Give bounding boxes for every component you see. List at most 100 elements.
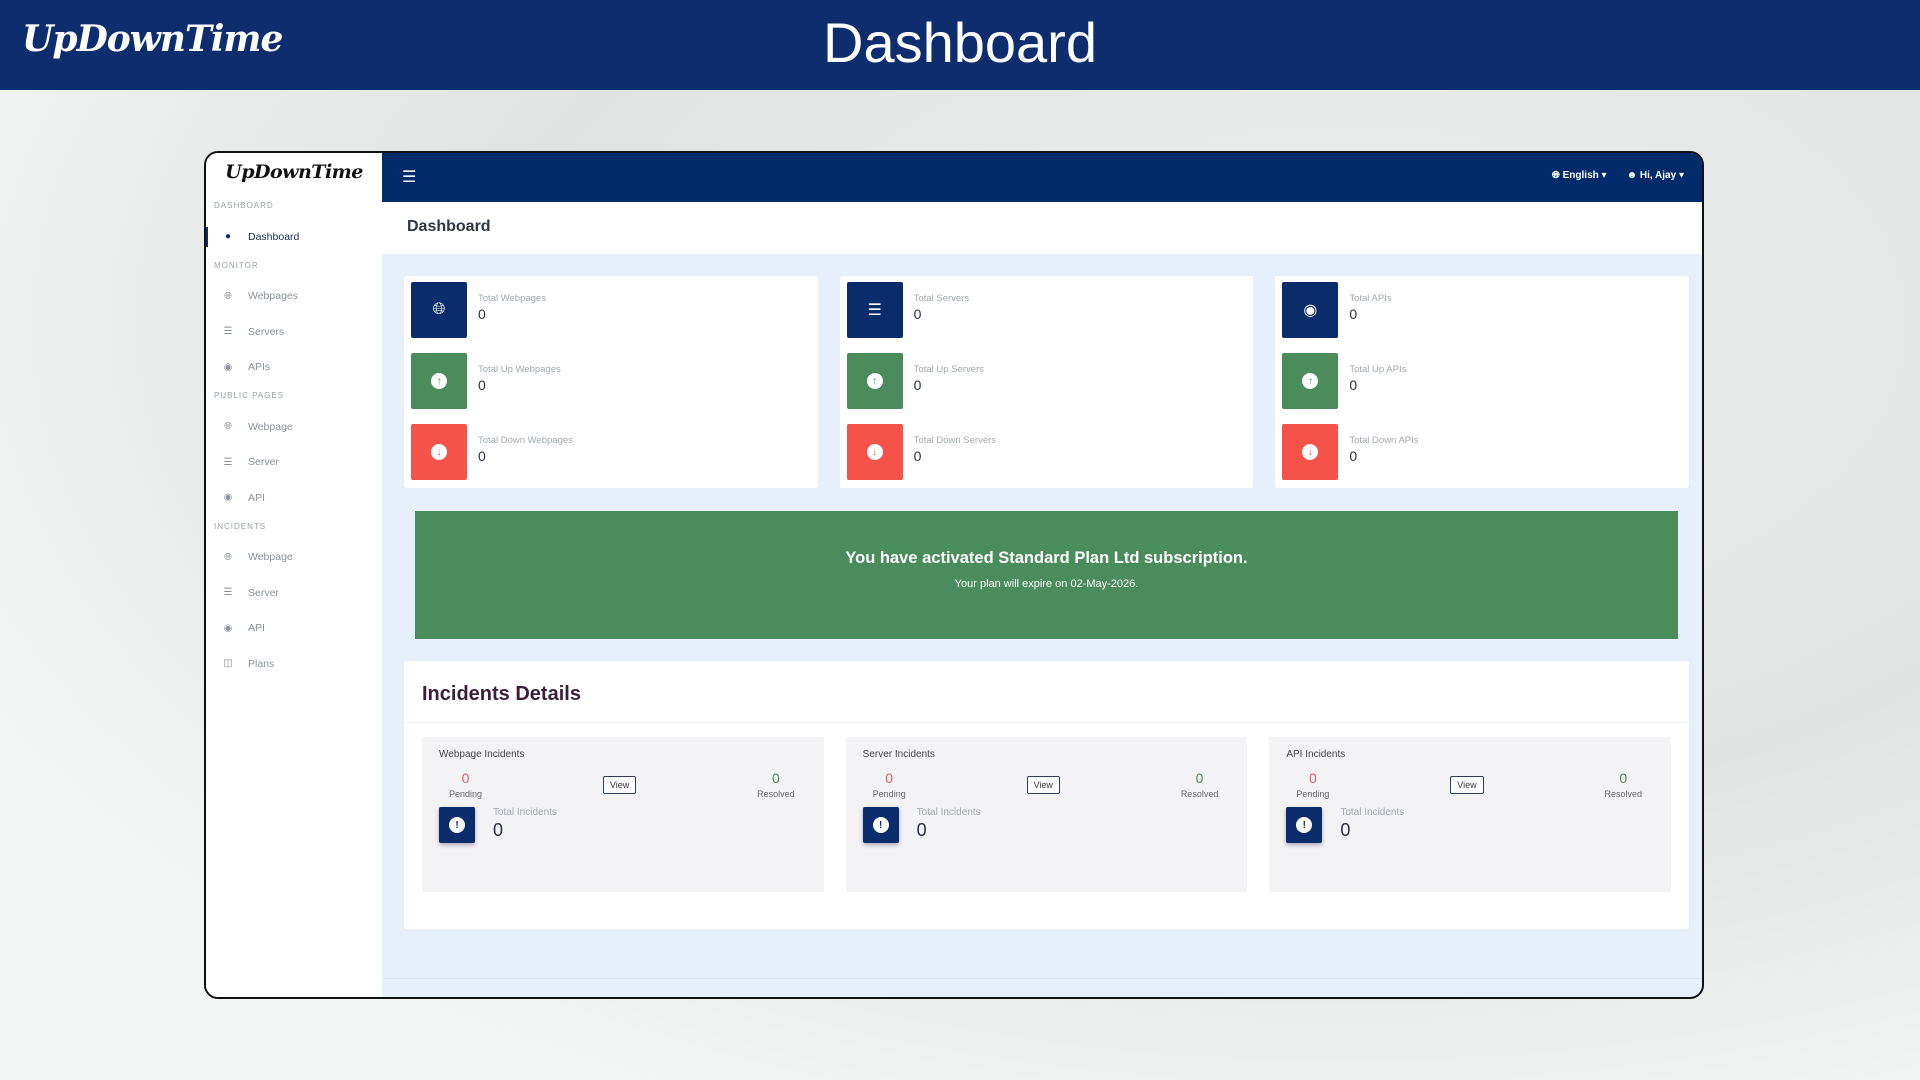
stat-row: ↑ Total Up Webpages 0 <box>411 353 811 424</box>
banner-logo: UpDownTime <box>22 18 283 60</box>
incidents-panel: Incidents Details Webpage Incidents 0 Pen… <box>404 661 1689 929</box>
sidebar-item-incident-server[interactable]: ☰ Server <box>206 575 382 611</box>
server-incidents-card: Server Incidents 0 Pending View 0 Resolved !… <box>845 737 1248 892</box>
page-title: Dashboard <box>382 202 1702 254</box>
stat-label: Total Up APIs <box>1349 364 1407 375</box>
sidebar-item-incident-webpage[interactable]: 🌐︎ Webpage <box>206 540 382 576</box>
apis-stats-card: ◉ Total APIs 0 ↑ Total Up APIs 0 ↓ Total Down… <box>1275 276 1690 488</box>
alert-icon: ! <box>439 807 475 843</box>
total-incidents-value: 0 <box>916 820 927 840</box>
alert-icon: ! <box>862 807 899 843</box>
resolved-count: 0 <box>772 770 780 786</box>
app-window: UpDownTime DASHBOARD ● Dashboard MONITOR … <box>204 151 1704 999</box>
sidebar-item-webpages[interactable]: 🌐︎ Webpages <box>206 279 382 315</box>
subscription-title: You have activated Standard Plan Ltd sub… <box>845 549 1248 567</box>
stat-label: Total Up Servers <box>913 364 984 375</box>
pending-label: Pending <box>872 789 906 799</box>
sidebar-item-label: Server <box>248 456 279 469</box>
sidebar-item-servers[interactable]: ☰ Servers <box>206 314 382 350</box>
pending-label: Pending <box>1296 789 1330 799</box>
sidebar-item-public-server[interactable]: ☰ Server <box>206 445 382 481</box>
sidebar-item-apis[interactable]: ◉ APIs <box>206 350 382 386</box>
top-banner: UpDownTime Dashboard <box>0 0 1920 90</box>
stat-value: 0 <box>913 377 922 393</box>
caret-down-icon: ▾ <box>1678 170 1684 181</box>
api-icon: ◉ <box>223 492 233 504</box>
stat-row: ↑ Total Up APIs 0 <box>1282 353 1682 424</box>
sidebar-item-incident-api[interactable]: ◉ API <box>206 611 382 647</box>
sidebar-item-label: Servers <box>248 325 285 338</box>
globe-icon: 🌐︎ <box>1551 170 1560 181</box>
language-dropdown[interactable]: 🌐︎ English ▾ <box>1552 170 1607 181</box>
stat-row: ↓ Total Down APIs 0 <box>1282 424 1682 495</box>
banner-title: Dashboard <box>823 11 1097 74</box>
sidebar-item-label: Webpages <box>248 290 299 303</box>
app-logo[interactable]: UpDownTime <box>225 161 363 183</box>
alert-icon: ! <box>1286 807 1323 843</box>
api-icon: ◉ <box>223 622 233 634</box>
stat-row: ☰ Total Servers 0 <box>846 282 1247 353</box>
stat-value: 0 <box>1349 448 1358 464</box>
incident-card-title: API Incidents <box>1286 749 1346 760</box>
view-button[interactable]: View <box>1450 775 1484 794</box>
globe-icon: 🌐︎ <box>224 551 232 563</box>
sidebar-item-public-api[interactable]: ◉ API <box>206 480 382 516</box>
api-icon: ◉ <box>223 361 233 373</box>
pending-count: 0 <box>1308 770 1317 786</box>
sidebar-item-plans[interactable]: ◫ Plans <box>206 646 382 682</box>
caret-down-icon: ▾ <box>1601 170 1607 181</box>
view-button[interactable]: View <box>602 775 637 794</box>
stat-value: 0 <box>478 448 486 464</box>
server-icon: ☰ <box>223 326 233 338</box>
sidebar-item-label: Webpage <box>248 551 293 564</box>
arrow-down-icon: ↓ <box>1282 424 1339 480</box>
sidebar-item-label: Server <box>248 586 279 599</box>
arrow-down-icon: ↓ <box>411 424 467 480</box>
user-dropdown[interactable]: ☻ Hi, Ajay ▾ <box>1627 170 1684 181</box>
sidebar-item-label: API <box>248 622 265 635</box>
webpage-incidents-card: Webpage Incidents 0 Pending View 0 Resolved … <box>422 737 824 892</box>
subscription-expiry: Your plan will expire on 02-May-2026. <box>954 578 1139 590</box>
stat-label: Total Down Webpages <box>478 435 573 446</box>
stat-value: 0 <box>1349 377 1358 393</box>
sidebar-section-incidents: INCIDENTS <box>214 521 267 531</box>
menu-toggle-icon[interactable]: ☰ <box>402 169 417 186</box>
sidebar-section-dashboard: DASHBOARD <box>214 201 274 210</box>
subscription-banner: You have activated Standard Plan Ltd sub… <box>415 511 1678 639</box>
incident-card-title: Server Incidents <box>862 749 935 760</box>
sidebar-item-dashboard[interactable]: ● Dashboard <box>206 219 382 255</box>
stats-section: 🌐︎ Total Webpages 0 ↑ Total Up Webpages 0 ↓ T… <box>404 276 1690 488</box>
resolved-label: Resolved <box>757 789 795 799</box>
incidents-title: Incidents Details <box>404 661 1689 723</box>
sidebar-section-public-pages: PUBLIC PAGES <box>214 391 285 400</box>
stat-row: ↓ Total Down Webpages 0 <box>411 424 811 495</box>
total-incidents-label: Total Incidents <box>493 807 557 818</box>
top-navbar: ☰ 🌐︎ English ▾ ☻ Hi, Ajay ▾ <box>382 153 1702 202</box>
globe-icon: 🌐︎ <box>224 421 232 433</box>
sidebar-item-label: APIs <box>248 361 271 374</box>
server-icon: ☰ <box>846 282 903 338</box>
api-icon: ◉ <box>1282 282 1339 338</box>
stat-row: 🌐︎ Total Webpages 0 <box>411 282 811 353</box>
sidebar-item-public-webpage[interactable]: 🌐︎ Webpage <box>206 409 382 445</box>
arrow-down-icon: ↓ <box>846 424 903 480</box>
stat-value: 0 <box>1349 306 1358 322</box>
pending-label: Pending <box>449 789 483 799</box>
stat-label: Total Down Servers <box>913 435 997 446</box>
stat-value: 0 <box>913 448 922 464</box>
globe-icon: 🌐︎ <box>411 282 467 338</box>
arrow-up-icon: ↑ <box>411 353 467 409</box>
webpages-stats-card: 🌐︎ Total Webpages 0 ↑ Total Up Webpages 0 ↓ T… <box>404 276 818 488</box>
arrow-up-icon: ↑ <box>846 353 903 409</box>
sidebar-section-monitor: MONITOR <box>214 260 259 270</box>
total-incidents-label: Total Incidents <box>916 807 981 818</box>
user-label: Hi, Ajay <box>1639 170 1677 181</box>
language-label: English <box>1562 170 1599 181</box>
stat-value: 0 <box>478 377 486 393</box>
view-button[interactable]: View <box>1026 775 1060 794</box>
footer-divider <box>382 978 1702 979</box>
plans-icon: ◫ <box>223 658 233 670</box>
resolved-label: Resolved <box>1180 789 1219 799</box>
resolved-count: 0 <box>1619 770 1628 786</box>
sidebar-item-label: Webpage <box>248 420 293 433</box>
